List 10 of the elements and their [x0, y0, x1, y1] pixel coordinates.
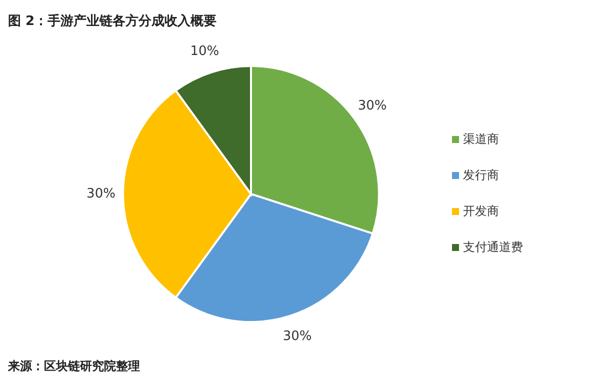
data-label: 30% — [86, 186, 116, 202]
source-note: 来源：区块链研究院整理 — [8, 358, 140, 375]
legend-label: 支付通道费 — [463, 240, 523, 254]
data-label: 30% — [358, 98, 387, 114]
data-label: 30% — [282, 329, 312, 344]
legend-label: 渠道商 — [463, 132, 499, 146]
legend-label: 开发商 — [463, 204, 499, 218]
chart-title: 图 2：手游产业链各方分成收入概要 — [8, 12, 217, 30]
data-label: 10% — [190, 44, 220, 59]
legend-label: 发行商 — [463, 168, 499, 182]
